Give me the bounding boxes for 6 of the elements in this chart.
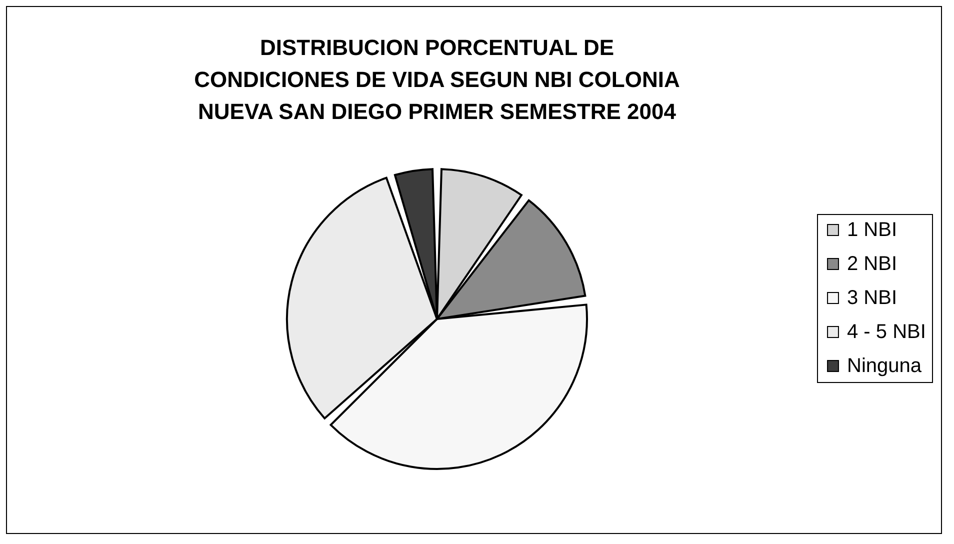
legend-label: 3 NBI (847, 287, 898, 309)
legend-label: 2 NBI (847, 253, 898, 275)
legend-label: 4 - 5 NBI (847, 321, 926, 343)
chart-title: DISTRIBUCION PORCENTUAL DE CONDICIONES DE VIDA SEGUN NBI COLONIA NUEVA SAN DIEGO PRIMER SEMESTRE 2004 (194, 35, 680, 124)
legend-label: Ninguna (847, 355, 922, 377)
legend-label: 1 NBI (847, 219, 898, 241)
